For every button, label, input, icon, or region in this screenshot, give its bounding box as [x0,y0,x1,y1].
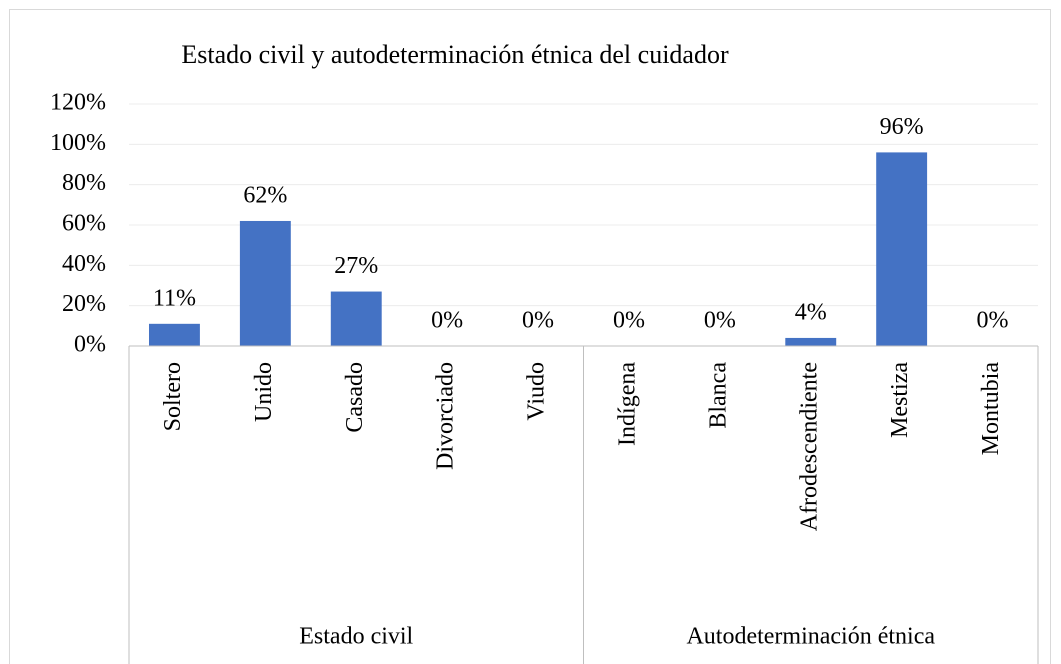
group-label: Autodeterminación étnica [686,624,935,650]
x-tick-label: Montubia [978,362,1004,456]
x-tick-label: Indígena [614,362,640,446]
x-tick-label: Soltero [160,362,186,431]
y-tick-label: 60% [62,211,106,237]
bar [239,220,291,346]
data-label: 62% [243,182,287,208]
y-tick-label: 20% [62,291,106,317]
chart-title: Estado civil y autodeterminación étnica … [181,40,729,69]
data-label: 4% [795,299,827,325]
data-label: 0% [704,308,736,334]
bar [876,152,928,346]
x-tick-label: Afrodescendiente [796,362,822,531]
bar [785,337,837,346]
x-tick-label: Viudo [524,362,550,421]
x-tick-label: Blanca [705,362,731,429]
x-tick-label: Divorciado [433,362,459,470]
data-label: 0% [613,308,645,334]
data-label: 11% [153,285,196,311]
x-tick-label: Unido [251,362,277,422]
y-tick-label: 120% [50,90,106,116]
y-tick-label: 80% [62,170,106,196]
y-tick-label: 100% [50,130,106,156]
y-tick-label: 40% [62,251,106,277]
x-tick-label: Casado [342,362,368,433]
x-tick-label: Mestiza [887,362,913,438]
data-label: 0% [522,308,554,334]
data-label: 0% [977,308,1009,334]
bar [148,323,200,346]
data-label: 27% [334,253,378,279]
y-tick-label: 0% [74,332,106,358]
group-label: Estado civil [299,624,413,650]
bar [330,291,382,346]
data-label: 0% [431,308,463,334]
data-label: 96% [880,114,924,140]
